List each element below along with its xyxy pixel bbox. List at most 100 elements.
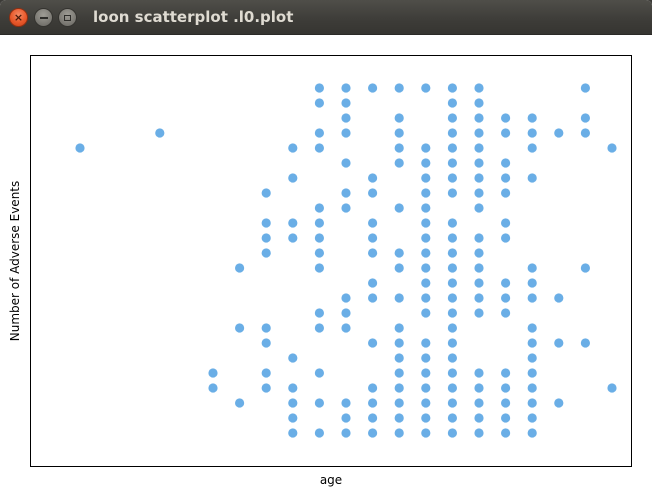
scatter-point[interactable] <box>394 143 404 153</box>
scatter-point[interactable] <box>368 383 378 393</box>
scatter-point[interactable] <box>421 143 431 153</box>
scatter-point[interactable] <box>474 188 484 198</box>
scatter-point[interactable] <box>421 368 431 378</box>
scatter-point[interactable] <box>341 203 351 213</box>
scatter-point[interactable] <box>314 83 324 93</box>
scatter-point[interactable] <box>607 383 617 393</box>
scatter-point[interactable] <box>580 338 591 348</box>
scatter-point[interactable] <box>501 188 511 198</box>
scatter-point[interactable] <box>155 128 165 138</box>
scatter-point[interactable] <box>474 398 484 408</box>
scatter-point[interactable] <box>341 113 351 123</box>
scatter-point[interactable] <box>314 128 324 138</box>
scatter-point[interactable] <box>421 203 431 213</box>
scatter-point[interactable] <box>368 218 378 228</box>
scatter-point[interactable] <box>474 263 484 273</box>
scatter-point[interactable] <box>501 278 511 288</box>
scatter-point[interactable] <box>554 293 564 303</box>
scatter-point[interactable] <box>314 398 324 408</box>
scatter-point[interactable] <box>314 218 324 228</box>
scatter-point[interactable] <box>527 398 537 408</box>
scatter-point[interactable] <box>421 263 431 273</box>
scatter-point[interactable] <box>527 143 537 153</box>
scatter-point[interactable] <box>314 263 324 273</box>
scatter-point[interactable] <box>394 338 404 348</box>
scatter-point[interactable] <box>341 413 351 423</box>
scatter-point[interactable] <box>447 188 457 198</box>
scatter-point[interactable] <box>447 143 457 153</box>
scatter-point[interactable] <box>394 368 404 378</box>
scatter-point[interactable] <box>368 83 378 93</box>
scatter-point[interactable] <box>474 128 484 138</box>
scatter-point[interactable] <box>447 368 457 378</box>
scatter-point[interactable] <box>261 233 271 243</box>
scatter-point[interactable] <box>501 128 511 138</box>
scatter-point[interactable] <box>447 233 457 243</box>
scatter-point[interactable] <box>501 173 511 183</box>
scatter-point[interactable] <box>474 413 484 423</box>
scatter-point[interactable] <box>474 428 484 438</box>
scatter-point[interactable] <box>421 308 431 318</box>
scatter-point[interactable] <box>261 323 271 333</box>
scatter-point[interactable] <box>314 203 324 213</box>
scatter-point[interactable] <box>368 428 378 438</box>
scatter-point[interactable] <box>447 263 457 273</box>
scatter-point[interactable] <box>474 293 484 303</box>
scatter-point[interactable] <box>261 368 271 378</box>
scatter-point[interactable] <box>527 293 537 303</box>
scatter-point[interactable] <box>341 188 351 198</box>
scatter-point[interactable] <box>554 338 564 348</box>
scatter-point[interactable] <box>394 248 404 258</box>
scatter-point[interactable] <box>527 368 537 378</box>
scatter-point[interactable] <box>474 368 484 378</box>
scatter-point[interactable] <box>554 128 564 138</box>
scatter-point[interactable] <box>341 323 351 333</box>
scatter-point[interactable] <box>368 338 378 348</box>
scatter-point[interactable] <box>341 398 351 408</box>
scatter-point[interactable] <box>447 428 457 438</box>
scatter-point[interactable] <box>421 428 431 438</box>
scatter-point[interactable] <box>421 413 431 423</box>
scatter-point[interactable] <box>394 398 404 408</box>
scatter-point[interactable] <box>447 128 457 138</box>
scatter-point[interactable] <box>474 203 484 213</box>
minimize-window-button[interactable] <box>34 8 53 27</box>
scatter-point[interactable] <box>261 218 271 228</box>
scatter-point[interactable] <box>474 233 484 243</box>
scatter-point[interactable] <box>235 263 245 273</box>
scatter-point[interactable] <box>288 173 298 183</box>
scatter-point[interactable] <box>421 188 431 198</box>
scatter-point[interactable] <box>261 188 271 198</box>
scatter-point[interactable] <box>527 428 537 438</box>
scatter-point[interactable] <box>208 383 218 393</box>
scatter-point[interactable] <box>368 188 378 198</box>
scatter-point[interactable] <box>394 323 404 333</box>
scatter-point[interactable] <box>261 383 271 393</box>
scatter-point[interactable] <box>421 248 431 258</box>
close-window-button[interactable]: × <box>9 8 28 27</box>
scatter-point[interactable] <box>421 398 431 408</box>
scatter-point[interactable] <box>341 308 351 318</box>
scatter-point[interactable] <box>501 428 511 438</box>
scatter-point[interactable] <box>288 398 298 408</box>
scatter-point[interactable] <box>447 353 457 363</box>
scatter-point[interactable] <box>474 143 484 153</box>
scatter-point[interactable] <box>447 278 457 288</box>
scatter-point[interactable] <box>474 98 484 108</box>
scatter-point[interactable] <box>527 278 537 288</box>
scatter-point[interactable] <box>527 413 537 423</box>
scatter-point[interactable] <box>421 83 431 93</box>
scatterplot[interactable] <box>0 35 652 497</box>
scatter-point[interactable] <box>288 413 298 423</box>
scatter-point[interactable] <box>368 293 378 303</box>
scatter-point[interactable] <box>341 158 351 168</box>
scatter-point[interactable] <box>208 368 218 378</box>
scatter-point[interactable] <box>447 308 457 318</box>
scatter-point[interactable] <box>527 128 537 138</box>
scatter-point[interactable] <box>501 398 511 408</box>
scatter-point[interactable] <box>447 218 457 228</box>
scatter-point[interactable] <box>314 368 324 378</box>
scatter-point[interactable] <box>288 143 298 153</box>
scatter-point[interactable] <box>394 83 404 93</box>
scatter-point[interactable] <box>501 218 511 228</box>
